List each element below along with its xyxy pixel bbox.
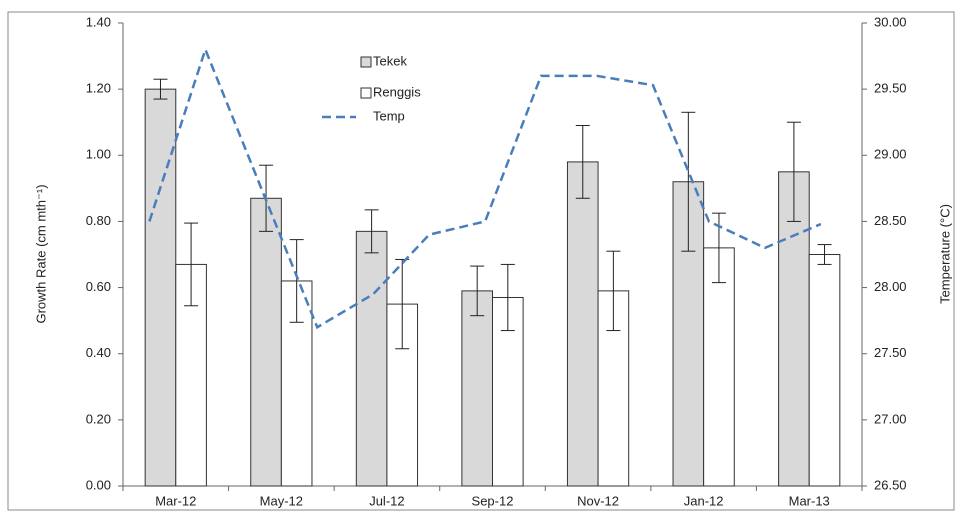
y2-tick-label: 30.00: [874, 14, 907, 29]
x-tick-label: Jan-12: [684, 493, 724, 508]
bar: [461, 290, 493, 487]
y2-tick-label: 29.50: [874, 81, 907, 96]
bar: [778, 171, 810, 487]
y2-tick-label: 27.00: [874, 411, 907, 426]
x-tick-label: Jul-12: [369, 493, 404, 508]
legend-swatch: [360, 56, 372, 68]
temp-line: [148, 45, 822, 330]
bar: [386, 303, 419, 487]
y2-tick-label: 29.00: [874, 147, 907, 162]
y2-tick-label: 27.50: [874, 345, 907, 360]
x-tick-label: Nov-12: [577, 493, 619, 508]
y2-tick-label: 28.50: [874, 213, 907, 228]
legend-label: Renggis: [373, 84, 421, 99]
x-tick-label: Mar-12: [155, 493, 196, 508]
y-tick-label: 1.40: [86, 14, 111, 29]
x-tick-label: May-12: [260, 493, 303, 508]
legend-label: Temp: [373, 108, 405, 123]
y2-tick-label: 28.00: [874, 279, 907, 294]
bar: [808, 254, 841, 487]
y-tick-label: 1.20: [86, 81, 111, 96]
frame: [7, 11, 955, 511]
legend-swatch: [360, 87, 372, 99]
legend-label: Tekek: [373, 53, 407, 68]
y-axis-label: Growth Rate (cm mth⁻¹): [33, 184, 48, 323]
bar: [703, 247, 735, 487]
x-tick-label: Sep-12: [472, 493, 514, 508]
y-tick-label: 0.00: [86, 477, 111, 492]
x-tick-label: Mar-13: [789, 493, 830, 508]
bar: [250, 197, 282, 487]
y-tick-label: 0.60: [86, 279, 111, 294]
bar: [355, 230, 388, 487]
y-tick-label: 1.00: [86, 147, 111, 162]
y2-axis-label: Temperature (°C): [937, 204, 952, 304]
y2-tick-label: 26.50: [874, 477, 907, 492]
y-tick-label: 0.80: [86, 213, 111, 228]
y-tick-label: 0.40: [86, 345, 111, 360]
y-tick-label: 0.20: [86, 411, 111, 426]
bar: [144, 88, 177, 487]
bar: [566, 161, 599, 487]
